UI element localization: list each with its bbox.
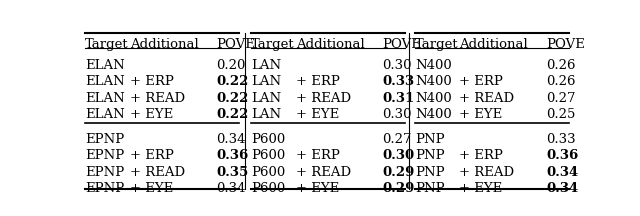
- Text: 0.27: 0.27: [383, 133, 412, 146]
- Text: PNP: PNP: [415, 182, 444, 195]
- Text: + EYE: + EYE: [460, 182, 502, 195]
- Text: ELAN: ELAN: [85, 92, 125, 105]
- Text: + ERP: + ERP: [129, 149, 173, 162]
- Text: EPNP: EPNP: [85, 149, 124, 162]
- Text: + READ: + READ: [296, 166, 351, 179]
- Text: + EYE: + EYE: [296, 108, 339, 121]
- Text: 0.22: 0.22: [216, 75, 249, 89]
- Text: LAN: LAN: [251, 108, 281, 121]
- Text: 0.35: 0.35: [216, 166, 249, 179]
- Text: + ERP: + ERP: [460, 149, 503, 162]
- Text: EPNP: EPNP: [85, 166, 124, 179]
- Text: + READ: + READ: [460, 166, 515, 179]
- Text: LAN: LAN: [251, 59, 281, 72]
- Text: EPNP: EPNP: [85, 182, 124, 195]
- Text: 0.20: 0.20: [216, 59, 246, 72]
- Text: 0.30: 0.30: [383, 149, 415, 162]
- Text: + ERP: + ERP: [129, 75, 173, 89]
- Text: 0.27: 0.27: [547, 92, 576, 105]
- Text: 0.29: 0.29: [383, 182, 415, 195]
- Text: + ERP: + ERP: [296, 75, 340, 89]
- Text: 0.26: 0.26: [547, 75, 576, 89]
- Text: Additional: Additional: [129, 38, 198, 51]
- Text: + READ: + READ: [460, 92, 515, 105]
- Text: 0.26: 0.26: [547, 59, 576, 72]
- Text: 0.33: 0.33: [383, 75, 415, 89]
- Text: Target: Target: [415, 38, 458, 51]
- Text: + ERP: + ERP: [296, 149, 340, 162]
- Text: PNP: PNP: [415, 133, 444, 146]
- Text: + READ: + READ: [129, 166, 185, 179]
- Text: ELAN: ELAN: [85, 59, 125, 72]
- Text: POVE: POVE: [216, 38, 255, 51]
- Text: + EYE: + EYE: [129, 108, 173, 121]
- Text: 0.31: 0.31: [383, 92, 415, 105]
- Text: POVE: POVE: [383, 38, 421, 51]
- Text: POVE: POVE: [547, 38, 585, 51]
- Text: + ERP: + ERP: [460, 75, 503, 89]
- Text: 0.22: 0.22: [216, 108, 249, 121]
- Text: N400: N400: [415, 75, 452, 89]
- Text: 0.36: 0.36: [547, 149, 579, 162]
- Text: PNP: PNP: [415, 166, 444, 179]
- Text: 0.33: 0.33: [547, 133, 576, 146]
- Text: 0.25: 0.25: [547, 108, 575, 121]
- Text: + EYE: + EYE: [296, 182, 339, 195]
- Text: 0.30: 0.30: [383, 59, 412, 72]
- Text: Target: Target: [251, 38, 295, 51]
- Text: + READ: + READ: [296, 92, 351, 105]
- Text: P600: P600: [251, 182, 285, 195]
- Text: N400: N400: [415, 92, 452, 105]
- Text: EPNP: EPNP: [85, 133, 124, 146]
- Text: 0.34: 0.34: [216, 182, 246, 195]
- Text: P600: P600: [251, 149, 285, 162]
- Text: PNP: PNP: [415, 149, 444, 162]
- Text: 0.22: 0.22: [216, 92, 249, 105]
- Text: LAN: LAN: [251, 92, 281, 105]
- Text: + READ: + READ: [129, 92, 185, 105]
- Text: Additional: Additional: [460, 38, 528, 51]
- Text: Additional: Additional: [296, 38, 365, 51]
- Text: 0.34: 0.34: [216, 133, 246, 146]
- Text: P600: P600: [251, 166, 285, 179]
- Text: P600: P600: [251, 133, 285, 146]
- Text: 0.34: 0.34: [547, 166, 579, 179]
- Text: N400: N400: [415, 108, 452, 121]
- Text: Target: Target: [85, 38, 129, 51]
- Text: + EYE: + EYE: [460, 108, 502, 121]
- Text: ELAN: ELAN: [85, 75, 125, 89]
- Text: 0.29: 0.29: [383, 166, 415, 179]
- Text: 0.36: 0.36: [216, 149, 249, 162]
- Text: LAN: LAN: [251, 75, 281, 89]
- Text: 0.30: 0.30: [383, 108, 412, 121]
- Text: ELAN: ELAN: [85, 108, 125, 121]
- Text: + EYE: + EYE: [129, 182, 173, 195]
- Text: 0.34: 0.34: [547, 182, 579, 195]
- Text: N400: N400: [415, 59, 452, 72]
